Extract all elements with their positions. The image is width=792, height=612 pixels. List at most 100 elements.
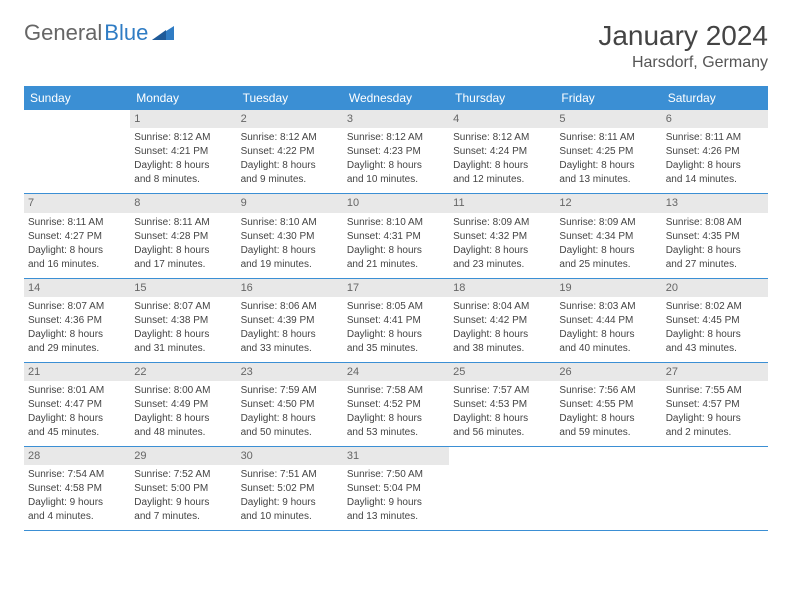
daylight-line-1: Daylight: 8 hours [347,159,445,172]
day-cell: 5Sunrise: 8:11 AMSunset: 4:25 PMDaylight… [555,110,661,193]
daylight-line-2: and 59 minutes. [559,426,657,439]
day-cell: 4Sunrise: 8:12 AMSunset: 4:24 PMDaylight… [449,110,555,193]
sunset-line: Sunset: 4:38 PM [134,314,232,327]
daylight-line-1: Daylight: 8 hours [134,328,232,341]
sunset-line: Sunset: 5:04 PM [347,482,445,495]
week-row: 21Sunrise: 8:01 AMSunset: 4:47 PMDayligh… [24,363,768,447]
sunset-line: Sunset: 4:49 PM [134,398,232,411]
day-number: 20 [662,279,768,297]
day-number: 28 [24,447,130,465]
sunrise-line: Sunrise: 8:12 AM [134,131,232,144]
daylight-line-1: Daylight: 8 hours [347,412,445,425]
day-number: 5 [555,110,661,128]
daylight-line-1: Daylight: 8 hours [241,159,339,172]
day-cell: 24Sunrise: 7:58 AMSunset: 4:52 PMDayligh… [343,363,449,446]
sunrise-line: Sunrise: 8:12 AM [241,131,339,144]
day-number: 1 [130,110,236,128]
day-number: 26 [555,363,661,381]
sunrise-line: Sunrise: 7:51 AM [241,468,339,481]
sunrise-line: Sunrise: 8:07 AM [28,300,126,313]
day-number: 15 [130,279,236,297]
sunrise-line: Sunrise: 8:03 AM [559,300,657,313]
day-cell: 14Sunrise: 8:07 AMSunset: 4:36 PMDayligh… [24,279,130,362]
daylight-line-1: Daylight: 8 hours [347,244,445,257]
sunset-line: Sunset: 4:30 PM [241,230,339,243]
daylight-line-2: and 53 minutes. [347,426,445,439]
day-number: 9 [237,194,343,212]
daylight-line-2: and 31 minutes. [134,342,232,355]
daylight-line-2: and 21 minutes. [347,258,445,271]
daylight-line-1: Daylight: 8 hours [28,244,126,257]
sunset-line: Sunset: 4:42 PM [453,314,551,327]
day-cell: 1Sunrise: 8:12 AMSunset: 4:21 PMDaylight… [130,110,236,193]
day-number: 29 [130,447,236,465]
sunset-line: Sunset: 4:36 PM [28,314,126,327]
day-number: 24 [343,363,449,381]
location: Harsdorf, Germany [598,54,768,72]
sunrise-line: Sunrise: 8:09 AM [559,216,657,229]
sunrise-line: Sunrise: 8:07 AM [134,300,232,313]
sunrise-line: Sunrise: 7:54 AM [28,468,126,481]
day-number: 6 [662,110,768,128]
day-number: 12 [555,194,661,212]
day-number: 23 [237,363,343,381]
daylight-line-1: Daylight: 9 hours [28,496,126,509]
weeks-container: 1Sunrise: 8:12 AMSunset: 4:21 PMDaylight… [24,110,768,531]
sunrise-line: Sunrise: 8:05 AM [347,300,445,313]
daylight-line-1: Daylight: 8 hours [241,412,339,425]
day-number: 17 [343,279,449,297]
daylight-line-1: Daylight: 9 hours [347,496,445,509]
day-cell [449,447,555,530]
sunset-line: Sunset: 4:55 PM [559,398,657,411]
day-number: 2 [237,110,343,128]
day-cell: 23 Sunrise: 7:59 AMSunset: 4:50 PMDayligh… [237,363,343,446]
weekday-header: Friday [555,86,661,110]
week-row: 1Sunrise: 8:12 AMSunset: 4:21 PMDaylight… [24,110,768,194]
sunrise-line: Sunrise: 7:56 AM [559,384,657,397]
daylight-line-1: Daylight: 8 hours [453,244,551,257]
sunset-line: Sunset: 4:57 PM [666,398,764,411]
sunrise-line: Sunrise: 8:12 AM [453,131,551,144]
sunrise-line: Sunrise: 7:58 AM [347,384,445,397]
sunrise-line: Sunrise: 8:06 AM [241,300,339,313]
day-cell: 21Sunrise: 8:01 AMSunset: 4:47 PMDayligh… [24,363,130,446]
daylight-line-2: and 27 minutes. [666,258,764,271]
month-title: January 2024 [598,20,768,52]
daylight-line-2: and 14 minutes. [666,173,764,186]
day-number: 8 [130,194,236,212]
daylight-line-2: and 4 minutes. [28,510,126,523]
sunrise-line: Sunrise: 7:55 AM [666,384,764,397]
daylight-line-2: and 12 minutes. [453,173,551,186]
sunset-line: Sunset: 4:45 PM [666,314,764,327]
day-number: 3 [343,110,449,128]
sunrise-line: Sunrise: 8:01 AM [28,384,126,397]
daylight-line-2: and 40 minutes. [559,342,657,355]
daylight-line-2: and 25 minutes. [559,258,657,271]
weekday-header: Wednesday [343,86,449,110]
daylight-line-2: and 56 minutes. [453,426,551,439]
sunrise-line: Sunrise: 8:11 AM [134,216,232,229]
daylight-line-2: and 38 minutes. [453,342,551,355]
day-cell: 29Sunrise: 7:52 AMSunset: 5:00 PMDayligh… [130,447,236,530]
daylight-line-2: and 13 minutes. [347,510,445,523]
day-cell [24,110,130,193]
daylight-line-1: Daylight: 8 hours [666,159,764,172]
calendar-page: GeneralBlue January 2024 Harsdorf, Germa… [0,0,792,551]
day-number: 7 [24,194,130,212]
day-cell: 12Sunrise: 8:09 AMSunset: 4:34 PMDayligh… [555,194,661,277]
daylight-line-1: Daylight: 8 hours [559,328,657,341]
sunrise-line: Sunrise: 7:50 AM [347,468,445,481]
day-cell: 27Sunrise: 7:55 AMSunset: 4:57 PMDayligh… [662,363,768,446]
day-cell [662,447,768,530]
sunset-line: Sunset: 4:50 PM [241,398,339,411]
sunrise-line: Sunrise: 8:08 AM [666,216,764,229]
daylight-line-1: Daylight: 8 hours [241,328,339,341]
calendar-grid: Sunday Monday Tuesday Wednesday Thursday… [24,86,768,531]
daylight-line-1: Daylight: 8 hours [347,328,445,341]
week-row: 28Sunrise: 7:54 AMSunset: 4:58 PMDayligh… [24,447,768,531]
sunset-line: Sunset: 4:25 PM [559,145,657,158]
weekday-header: Saturday [662,86,768,110]
sunrise-line: Sunrise: 7:59 AM [241,384,339,397]
sunset-line: Sunset: 4:24 PM [453,145,551,158]
sunset-line: Sunset: 4:21 PM [134,145,232,158]
